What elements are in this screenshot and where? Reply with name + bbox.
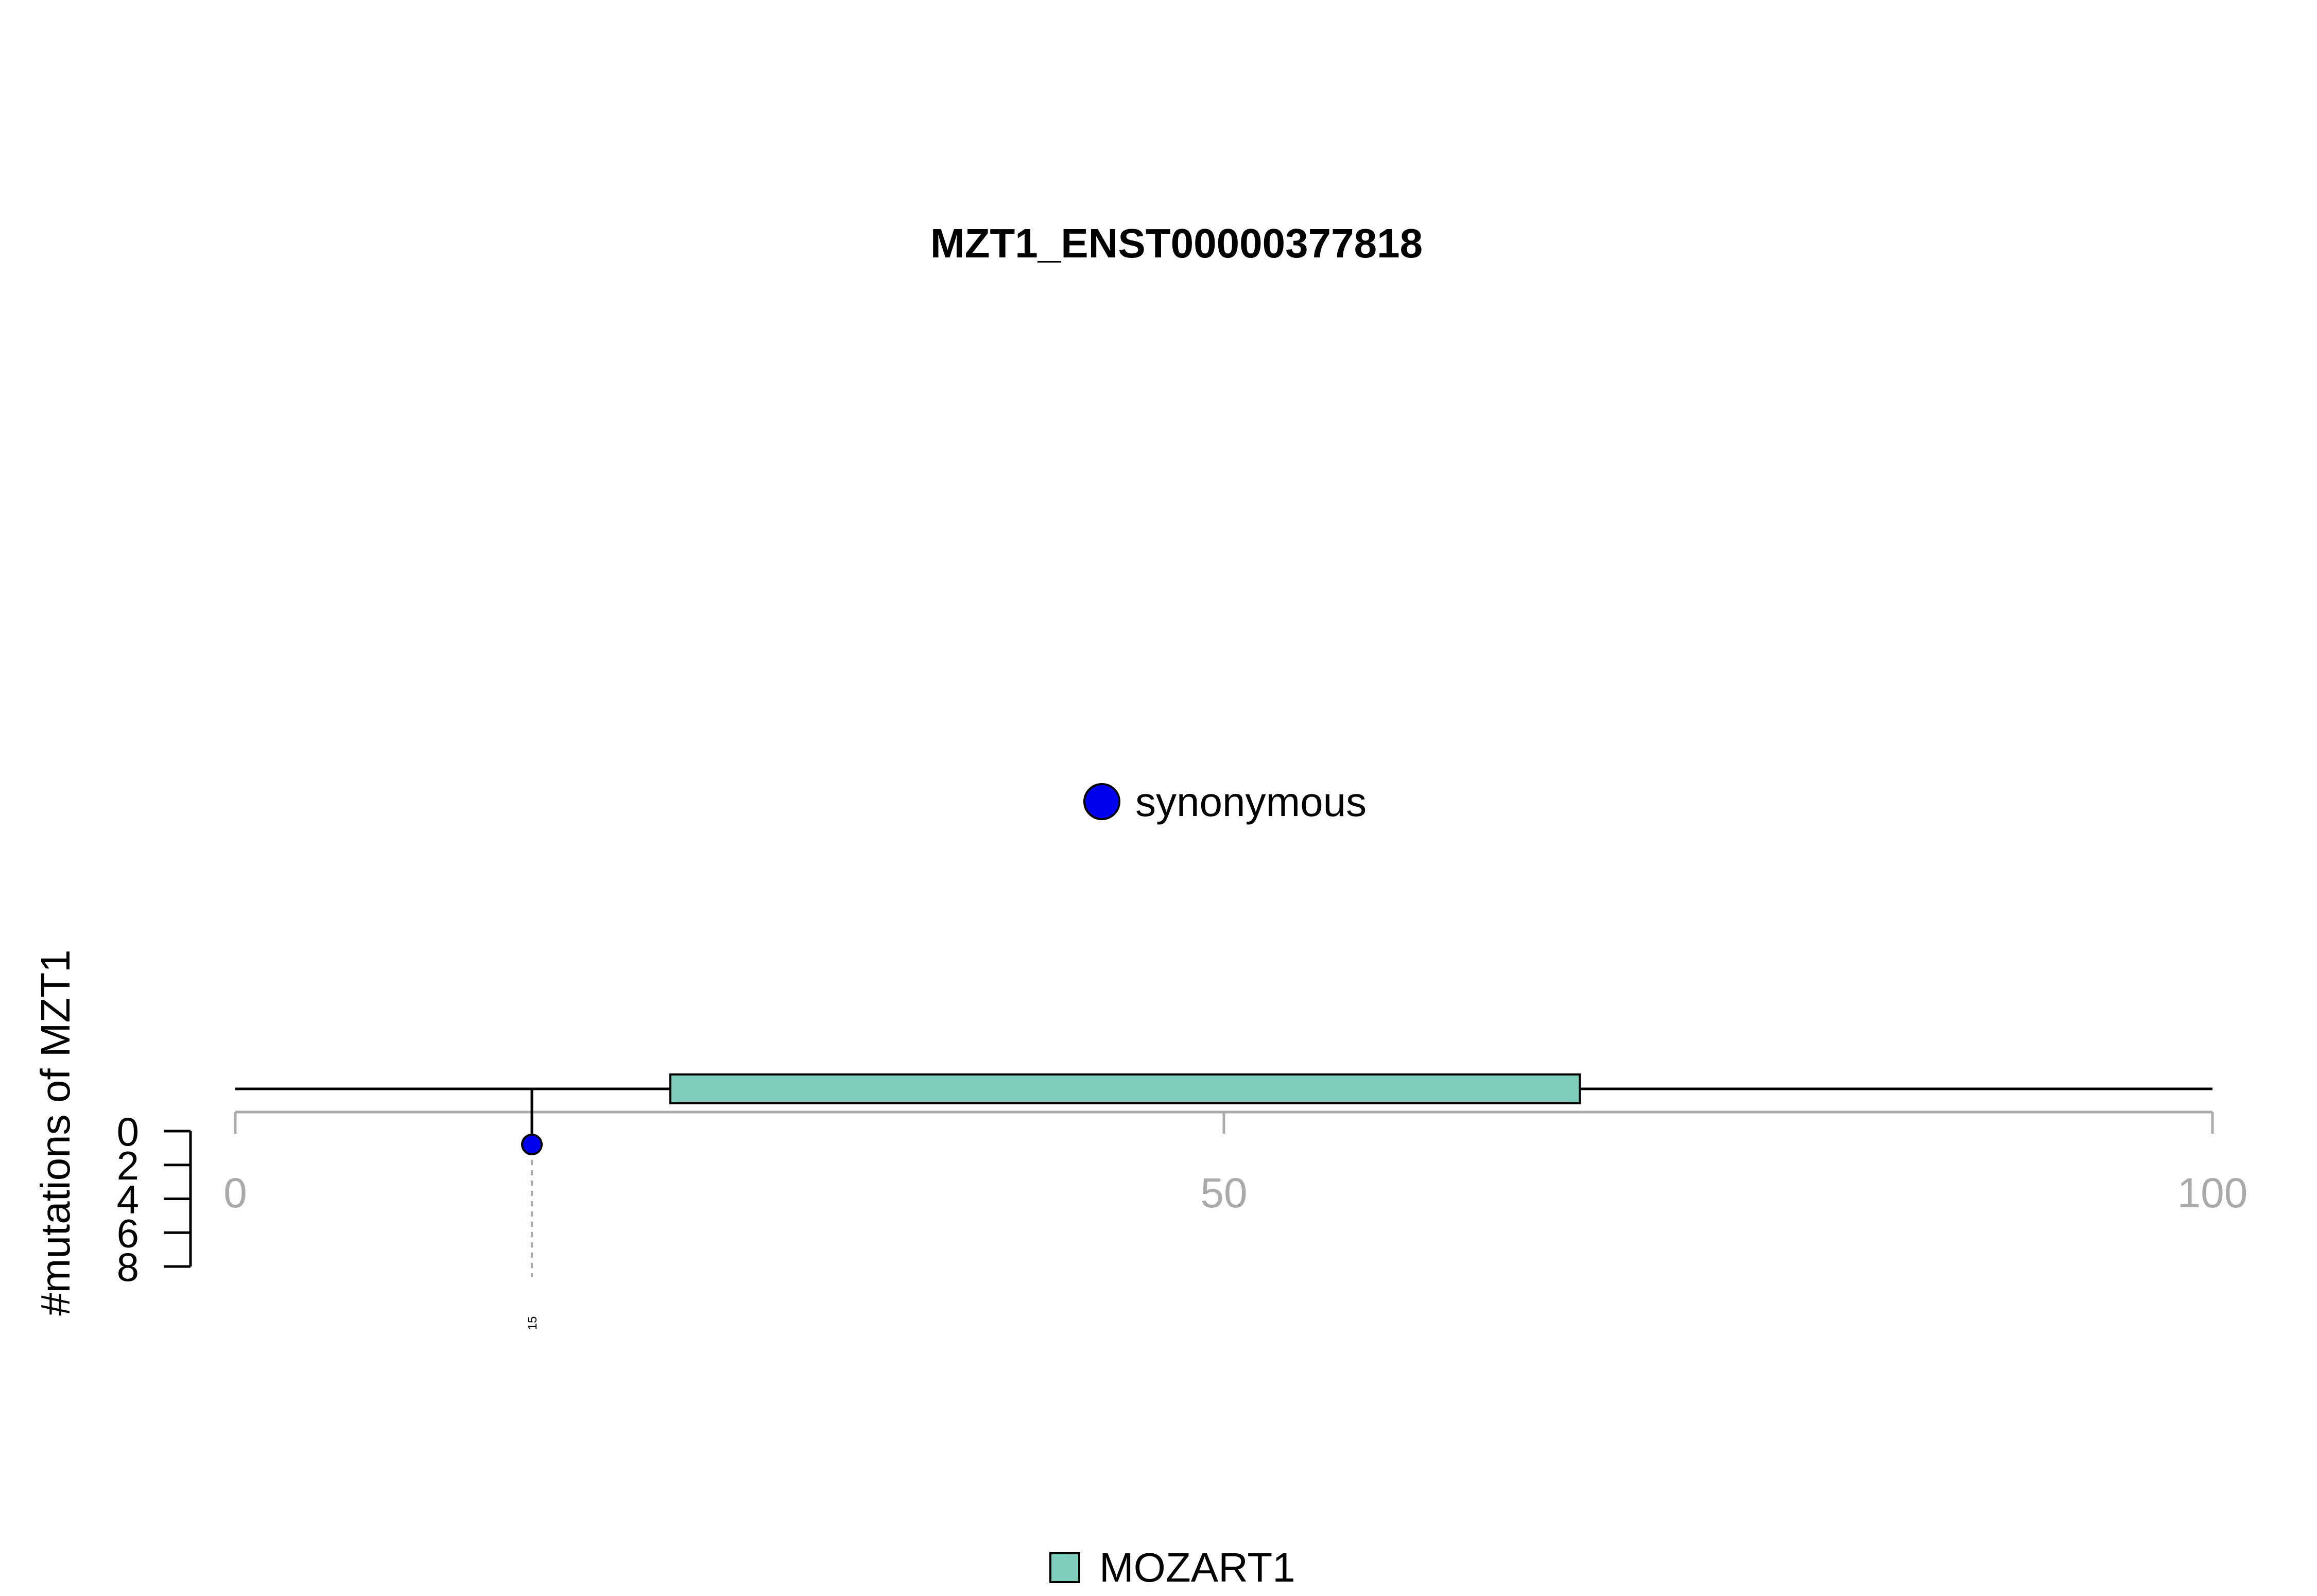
y-tick-label-2: 2: [117, 1143, 139, 1188]
y-tick-label-0: 0: [117, 1109, 139, 1154]
mutation-legend-marker: [1083, 783, 1120, 820]
mutation-position-label-15: 15: [526, 1316, 540, 1330]
domain-legend-swatch: [1049, 1552, 1080, 1583]
x-tick-label-0: 0: [223, 1170, 247, 1217]
y-tick-label-8: 8: [117, 1244, 139, 1290]
mutation-legend-label: synonymous: [1135, 779, 1367, 825]
domain-mozart1: [669, 1073, 1581, 1104]
domain-legend: MOZART1: [1049, 1545, 1295, 1590]
chart-title: MZT1_ENST00000377818: [930, 220, 1423, 266]
domain-legend-label: MOZART1: [1099, 1545, 1295, 1590]
mutation-point-15: [521, 1134, 543, 1155]
x-axis: 0 50 100: [223, 1111, 2248, 1217]
x-tick-label-100: 100: [2177, 1170, 2248, 1217]
y-tick-label-4: 4: [117, 1177, 139, 1222]
y-axis-title: #mutations of MZT1: [32, 949, 78, 1315]
y-tick-label-6: 6: [117, 1210, 139, 1256]
protein-track: [235, 1073, 2212, 1104]
mutation-legend: synonymous: [1083, 779, 1367, 825]
mutations: 15: [521, 1089, 543, 1330]
x-tick-label-50: 50: [1200, 1170, 1247, 1217]
